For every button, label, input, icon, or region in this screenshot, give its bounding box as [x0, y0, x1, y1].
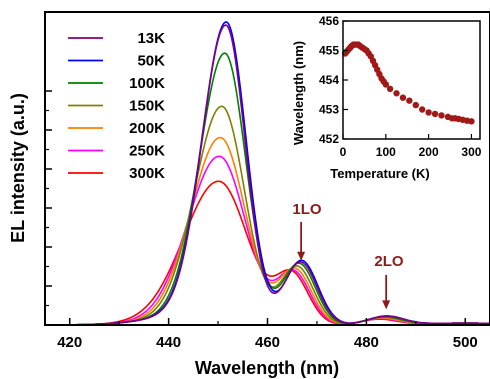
inset-y-tick-label: 455 [319, 44, 339, 58]
inset-data-point [399, 94, 407, 101]
inset-y-tick-label: 453 [319, 103, 339, 117]
annotation-1lo-arrow-head [297, 251, 306, 261]
inset-y-axis-title: Wavelength (nm) [291, 41, 306, 145]
inset-data-point [393, 90, 400, 97]
legend-label-13k: 13K [137, 30, 165, 47]
inset-plot-area: 0 100 200 300 452 453 454 455 456 Temperature (K… [291, 14, 482, 181]
x-tick-label: 420 [57, 334, 82, 351]
legend-label-300k: 300K [129, 165, 165, 182]
inset-x-tick-label: 300 [461, 145, 481, 159]
x-tick-label: 440 [156, 334, 181, 351]
inset-data-point [406, 97, 413, 104]
inset-data-point [431, 110, 439, 118]
inset-data-point [425, 109, 432, 116]
inset-data-point [468, 118, 475, 125]
inset-data-point [386, 85, 394, 93]
inset-x-tick-label: 100 [376, 145, 396, 159]
inset-data-point [438, 112, 445, 119]
legend-label-250k: 250K [129, 143, 165, 160]
main-x-tick-labels: 420 440 460 480 500 [57, 334, 478, 351]
inset-y-tick-label: 452 [319, 132, 339, 146]
inset-x-tick-label: 200 [419, 145, 439, 159]
annotation-2lo-arrow-head [382, 300, 391, 310]
inset-points [341, 41, 475, 125]
inset-y-tick-label: 456 [319, 14, 339, 28]
main-ticks [45, 90, 467, 325]
main-y-axis-title: EL intensity (a.u.) [8, 93, 28, 243]
x-tick-label: 480 [354, 334, 379, 351]
annotation-2lo-label: 2LO [374, 253, 404, 270]
inset-data-point [412, 101, 419, 109]
legend-label-50k: 50K [137, 53, 165, 70]
inset-y-tick-label: 454 [319, 73, 339, 87]
main-x-axis-title: Wavelength (nm) [195, 358, 339, 378]
annotations: 1LO 2LO [292, 201, 404, 310]
inset-x-tick-label: 0 [340, 145, 347, 159]
legend-label-150k: 150K [129, 98, 165, 115]
annotation-1lo-label: 1LO [292, 201, 322, 218]
inset-x-axis-title: Temperature (K) [330, 166, 429, 181]
main-plot-area: 420 440 460 480 500 Wavelength (nm) EL inten… [8, 11, 490, 378]
inset-data-point [419, 106, 426, 113]
legend-label-100k: 100K [129, 75, 165, 92]
legend-label-200k: 200K [129, 120, 165, 137]
inset-ticks: 0 100 200 300 452 453 454 455 456 [319, 14, 482, 159]
x-tick-label: 460 [255, 334, 280, 351]
inset-data-point [382, 81, 390, 88]
x-tick-label: 500 [453, 334, 478, 351]
legend: 13K 50K 100K 150K 200K 250K 300K [68, 30, 165, 182]
